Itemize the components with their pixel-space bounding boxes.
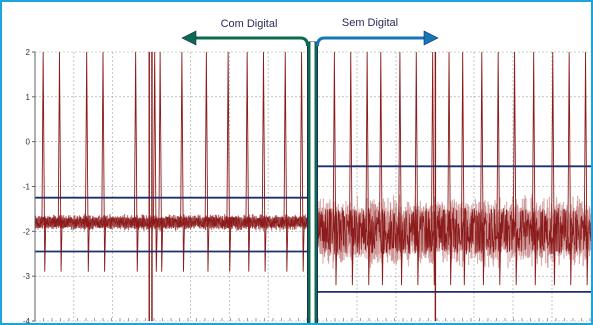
spike [583,51,589,286]
y-tick-label: 2 [26,48,31,57]
series-layer [34,51,591,321]
spike [133,51,139,272]
spike [245,51,251,272]
y-tick-label: -4 [23,317,31,323]
divider-gap [310,42,315,323]
spike [551,51,556,286]
spike [85,51,90,272]
spike [283,51,289,272]
spike [365,51,371,286]
annotation-layer: Com Digital Sem Digital [181,17,439,46]
y-tick-label: 1 [26,93,31,102]
spike [261,51,267,272]
annotation-com-digital: Com Digital [221,18,278,30]
y-tick-label: -3 [23,272,31,281]
spike [226,51,232,272]
spike [158,51,164,272]
arrow-right-icon [423,30,439,46]
spike [41,51,47,272]
spike [398,51,403,286]
spike [101,51,107,272]
spike [349,51,354,286]
series-sem-digital [317,51,591,321]
arrow-left-icon [181,30,197,46]
spike [496,51,502,286]
y-tick-label: -1 [23,183,31,192]
spike [567,51,573,286]
spike [379,51,384,286]
spike [447,51,453,286]
spike [153,51,158,272]
y-axis: 2 1 0 -1 -2 -3 -4 [23,48,591,323]
spike [414,51,420,286]
signal-trace [317,207,591,255]
spike [532,51,537,286]
reference-lines-layer [35,165,591,293]
y-tick-label: 0 [26,138,31,147]
spike [299,51,305,272]
y-tick-label: -2 [23,227,31,236]
spike [512,51,518,286]
spike [332,51,338,286]
annotation-sem-digital: Sem Digital [342,17,398,29]
spike [480,51,485,286]
spike [461,51,466,286]
signal-trace [34,216,308,229]
spike [180,51,185,272]
spike [57,51,63,272]
spike [204,51,210,272]
